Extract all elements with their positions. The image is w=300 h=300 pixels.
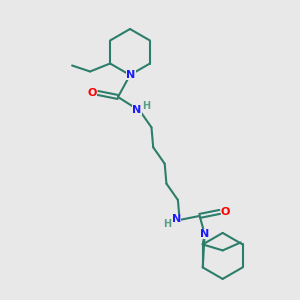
Text: N: N bbox=[126, 70, 136, 80]
Text: N: N bbox=[172, 214, 181, 224]
Text: H: H bbox=[164, 219, 172, 229]
Text: N: N bbox=[200, 229, 209, 239]
Text: O: O bbox=[87, 88, 97, 98]
Text: N: N bbox=[132, 105, 142, 115]
Text: H: H bbox=[142, 101, 150, 111]
Text: O: O bbox=[221, 207, 230, 217]
